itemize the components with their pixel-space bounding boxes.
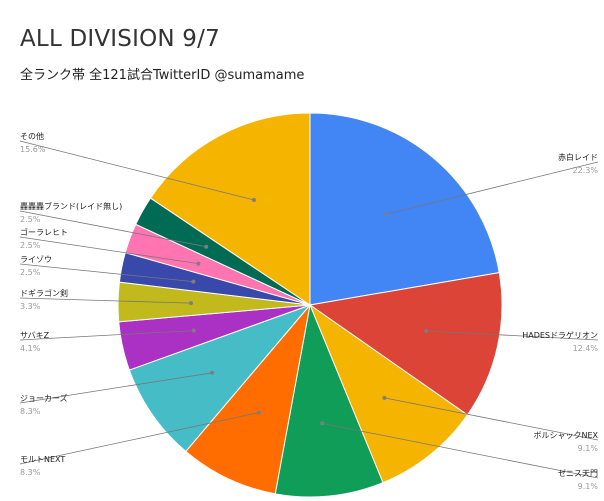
slice-label: その他 (20, 131, 44, 141)
leader-line (19, 140, 255, 201)
leader-line (19, 236, 199, 264)
slice-percent: 12.4% (573, 344, 599, 353)
slice-labels: 赤白レイド 22.3% HADESドラゲリオン 12.4% ボルシャックNEX 9.1% ゼ… (20, 131, 599, 491)
slice-percent: 9.1% (578, 482, 599, 491)
slice-label: HADESドラゲリオン (522, 330, 598, 340)
pie-slices (117, 112, 503, 498)
pie-slice (308, 272, 503, 416)
slice-label: ゴーラレヒト (20, 227, 68, 237)
slice-percent: 8.3% (20, 407, 41, 416)
leader-line (322, 423, 599, 479)
leader-line (426, 330, 599, 341)
slice-percent: 8.3% (20, 468, 41, 477)
slice-percent: 15.6% (20, 145, 46, 154)
slice-label: ドギラゴン剣 (20, 288, 68, 298)
slice-label: 轟轟轟ブランド(レイド無し) (20, 201, 122, 211)
leader-line (19, 412, 260, 465)
slice-percent: 22.3% (573, 166, 599, 175)
label-leaders (19, 140, 599, 479)
slice-percent: 2.5% (20, 268, 41, 277)
slice-percent: 2.5% (20, 241, 41, 250)
pie-slice (185, 303, 311, 495)
leader-line (384, 397, 599, 441)
pie-slice (308, 303, 469, 484)
leader-line (19, 210, 207, 248)
leader-line (19, 297, 192, 304)
leader-line (19, 263, 194, 282)
slice-percent: 3.3% (20, 302, 41, 311)
slice-label: ボルシャックNEX (533, 431, 598, 440)
leader-line (19, 330, 194, 341)
chart-title: ALL DIVISION 9/7 (20, 26, 220, 52)
slice-label: サバキZ (20, 331, 50, 340)
pie-slice (149, 112, 311, 306)
slice-label: 赤白レイド (558, 152, 598, 162)
slice-label: モルトNEXT (20, 455, 65, 464)
leader-line (19, 372, 213, 404)
slice-percent: 4.1% (20, 344, 41, 353)
pie-slice (274, 303, 384, 498)
slice-percent: 9.1% (578, 444, 599, 453)
slice-percent: 2.5% (20, 215, 41, 224)
pie-slice (309, 112, 500, 306)
leader-line (386, 161, 599, 215)
slice-label: ライゾウ (20, 255, 52, 264)
slice-label: ゼニス天門 (558, 468, 598, 478)
slice-label: ジョーカーズ (20, 393, 68, 403)
chart-subtitle: 全ランク帯 全121試合TwitterID @sumamame (20, 68, 305, 83)
pie-slice (128, 303, 312, 453)
